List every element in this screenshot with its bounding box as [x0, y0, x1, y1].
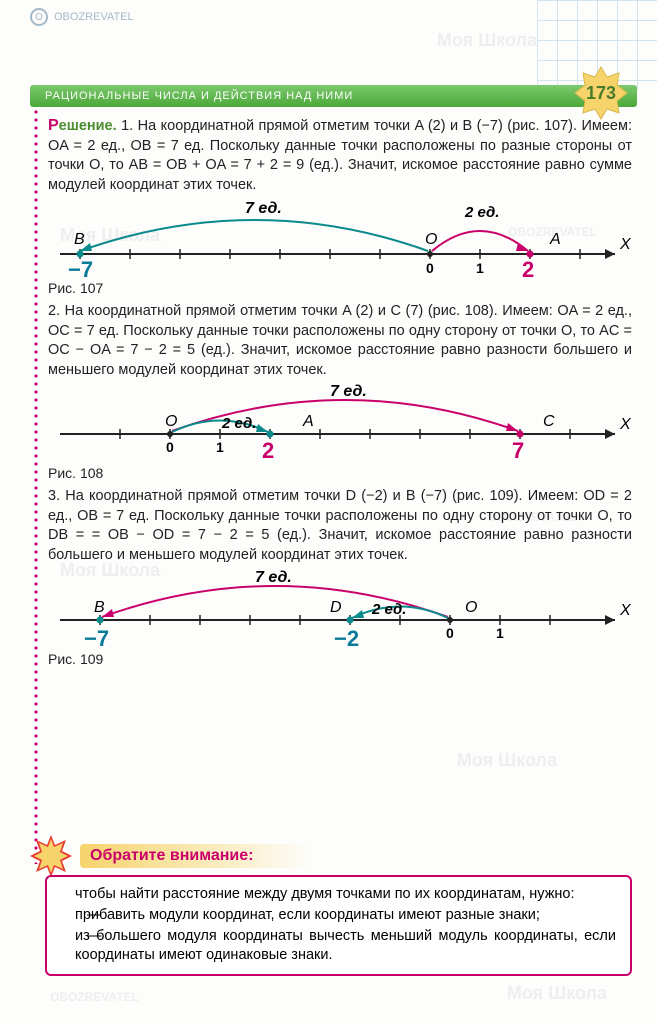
attention-intro: чтобы найти расстояние между двумя точка…: [75, 885, 616, 904]
page-number-badge: 173: [573, 65, 629, 121]
solution-para-2: 2. На координатной прямой отметим точки …: [48, 302, 632, 380]
svg-text:X: X: [619, 602, 632, 619]
svg-text:2: 2: [522, 257, 534, 277]
attention-label: Обратите внимание:: [80, 844, 313, 868]
watermark: Моя Школа: [437, 30, 537, 51]
attention-header: Обратите внимание:: [30, 835, 632, 877]
attention-box: чтобы найти расстояние между двумя точка…: [45, 875, 632, 976]
svg-text:2 ед.: 2 ед.: [221, 415, 256, 432]
site-logo: O OBOZREVATEL: [30, 8, 134, 26]
svg-text:A: A: [302, 413, 314, 430]
fig107-caption: Рис. 107: [48, 279, 632, 298]
svg-text:C: C: [543, 413, 555, 430]
dash-icon: —: [87, 906, 102, 925]
svg-text:0: 0: [426, 260, 434, 276]
fig109-caption: Рис. 109: [48, 650, 632, 669]
figure-107: X 7 ед. 2 ед. B O A 0 1 −7 2: [48, 199, 632, 277]
main-content: Решение. 1. На координатной прямой отмет…: [48, 115, 632, 672]
svg-text:A: A: [549, 231, 561, 248]
svg-text:7 ед.: 7 ед.: [255, 570, 292, 586]
svg-text:−7: −7: [84, 626, 109, 648]
svg-text:O: O: [425, 231, 437, 248]
watermark: Моя Школа: [507, 983, 607, 1004]
svg-text:2: 2: [262, 438, 274, 462]
dotted-left-border: [34, 108, 38, 864]
svg-text:7 ед.: 7 ед.: [330, 384, 367, 400]
svg-text:1: 1: [216, 439, 224, 455]
svg-text:B: B: [94, 599, 105, 616]
svg-text:B: B: [74, 231, 85, 248]
svg-text:1: 1: [476, 260, 484, 276]
svg-text:0: 0: [446, 625, 454, 641]
svg-text:2 ед.: 2 ед.: [464, 204, 499, 221]
svg-text:1: 1: [496, 625, 504, 641]
attention-item-2: — из большего модуля координаты вычесть …: [75, 927, 616, 965]
solution-first-letter: Р: [48, 117, 59, 134]
page-number: 173: [586, 83, 616, 104]
para1-text: 1. На координатной прямой отметим точки …: [48, 118, 632, 193]
svg-text:−2: −2: [334, 626, 359, 648]
svg-text:O: O: [465, 599, 477, 616]
svg-text:X: X: [619, 416, 632, 433]
svg-text:X: X: [619, 236, 632, 253]
svg-text:2 ед.: 2 ед.: [371, 601, 406, 618]
figure-109: X 7 ед. 2 ед. B D O 0 1 −7 −2: [48, 570, 632, 648]
chapter-header: РАЦИОНАЛЬНЫЕ ЧИСЛА И ДЕЙСТВИЯ НАД НИМИ: [30, 85, 637, 107]
chapter-title: РАЦИОНАЛЬНЫЕ ЧИСЛА И ДЕЙСТВИЯ НАД НИМИ: [45, 90, 353, 102]
solution-word: ешение.: [59, 118, 117, 134]
logo-icon: O: [30, 8, 48, 26]
watermark: Моя Школа: [457, 750, 557, 771]
svg-text:O: O: [165, 413, 177, 430]
svg-text:D: D: [330, 599, 342, 616]
burst-icon: [30, 835, 72, 877]
figure-108: X 7 ед. 2 ед. O A C 0 1 2 7: [48, 384, 632, 462]
svg-text:7 ед.: 7 ед.: [245, 200, 282, 217]
solution-para-3: 3. На координатной прямой отметим точки …: [48, 487, 632, 565]
attention-item-1: — прибавить модули координат, если коорд…: [75, 906, 616, 925]
svg-text:7: 7: [512, 438, 524, 462]
fig108-caption: Рис. 108: [48, 464, 632, 483]
svg-text:−7: −7: [68, 257, 93, 277]
solution-para-1: Решение. 1. На координатной прямой отмет…: [48, 115, 632, 195]
logo-text: OBOZREVATEL: [54, 11, 134, 23]
dash-icon: —: [87, 927, 102, 946]
watermark: OBOZREVATEL: [50, 990, 139, 1004]
svg-text:0: 0: [166, 439, 174, 455]
